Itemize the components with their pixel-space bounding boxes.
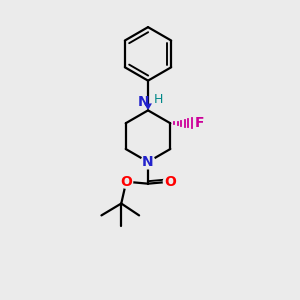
- Circle shape: [164, 175, 176, 188]
- Text: N: N: [137, 95, 149, 110]
- Text: N: N: [142, 155, 154, 169]
- Polygon shape: [144, 103, 152, 110]
- Text: H: H: [154, 93, 164, 106]
- Text: O: O: [164, 175, 176, 189]
- Text: O: O: [120, 175, 132, 189]
- Circle shape: [141, 155, 155, 169]
- Circle shape: [120, 175, 133, 188]
- Text: F: F: [194, 116, 204, 130]
